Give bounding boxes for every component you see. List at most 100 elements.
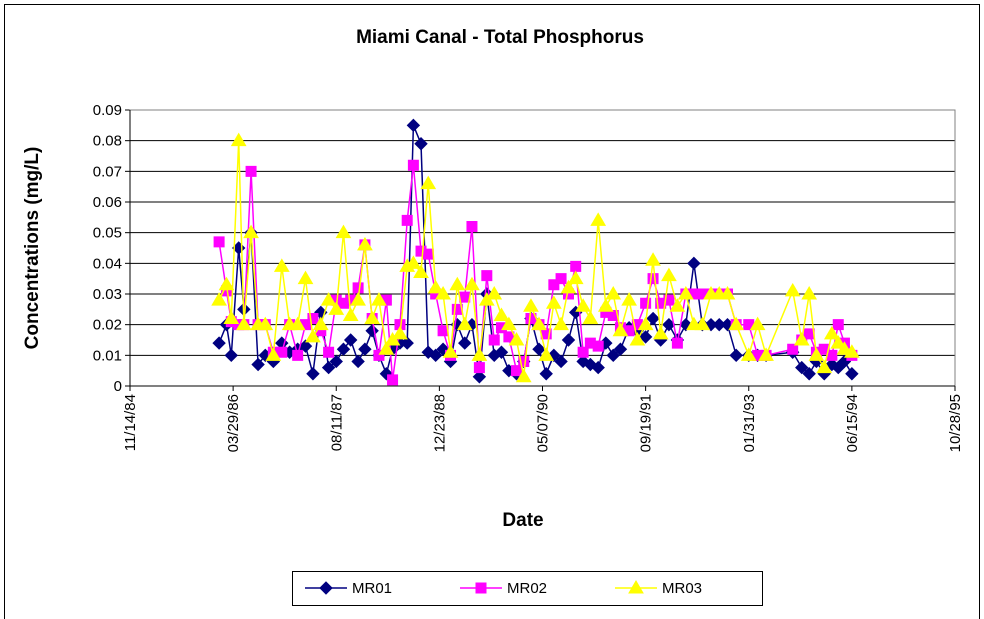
marker xyxy=(661,267,677,282)
marker xyxy=(273,258,290,272)
marker xyxy=(582,310,599,325)
y-tick-label: 0.07 xyxy=(93,163,122,180)
y-tick-label: 0.05 xyxy=(93,225,122,242)
marker xyxy=(414,137,428,151)
marker xyxy=(427,279,444,294)
marker xyxy=(590,212,607,226)
marker xyxy=(486,286,503,300)
marker xyxy=(577,346,589,358)
marker xyxy=(605,286,622,300)
marker xyxy=(428,348,443,363)
marker xyxy=(442,344,459,358)
marker xyxy=(413,264,429,279)
marker xyxy=(637,316,654,331)
x-tick-label: 05/07/90 xyxy=(535,394,552,452)
marker xyxy=(213,236,225,248)
marker xyxy=(352,282,364,294)
marker xyxy=(458,336,472,350)
marker xyxy=(816,359,833,374)
marker xyxy=(422,248,434,260)
marker xyxy=(400,336,414,350)
marker xyxy=(592,340,604,352)
x-tick-label: 08/11/87 xyxy=(328,394,345,451)
marker xyxy=(647,273,659,285)
marker xyxy=(646,311,660,326)
marker xyxy=(511,365,523,377)
marker xyxy=(784,282,801,297)
marker xyxy=(218,276,235,291)
y-tick-label: 0.09 xyxy=(93,102,122,119)
marker xyxy=(523,298,539,312)
y-axis-label: Concentrations (mg/L) xyxy=(22,147,43,350)
x-tick-label: 12/23/88 xyxy=(431,394,448,452)
y-tick-label: 0.06 xyxy=(93,194,122,211)
x-tick-label: 06/15/94 xyxy=(844,394,861,452)
marker xyxy=(371,292,387,306)
marker xyxy=(740,347,757,361)
marker xyxy=(473,362,485,374)
legend-box xyxy=(292,571,763,606)
marker xyxy=(321,360,336,375)
marker xyxy=(323,346,335,358)
marker xyxy=(481,270,493,282)
marker xyxy=(312,316,329,331)
marker xyxy=(407,159,419,171)
marker xyxy=(508,332,525,346)
x-tick-label: 01/31/93 xyxy=(741,394,758,452)
marker xyxy=(539,367,553,381)
marker xyxy=(449,276,466,291)
marker xyxy=(472,370,487,384)
marker xyxy=(845,367,859,381)
y-tick-label: 0 xyxy=(114,378,122,395)
marker xyxy=(343,333,358,347)
marker xyxy=(319,581,333,595)
marker xyxy=(328,301,345,315)
marker xyxy=(265,347,282,361)
x-tick-label: 03/29/86 xyxy=(225,394,242,452)
marker xyxy=(652,325,669,340)
marker xyxy=(567,270,584,285)
marker xyxy=(494,345,509,359)
marker xyxy=(257,316,274,331)
marker xyxy=(801,286,818,300)
marker xyxy=(728,316,745,331)
marker xyxy=(597,298,614,312)
marker xyxy=(420,175,437,190)
y-tick-label: 0.01 xyxy=(93,347,122,364)
marker xyxy=(364,310,381,325)
marker xyxy=(245,165,257,177)
marker xyxy=(832,319,844,331)
marker xyxy=(392,325,408,340)
marker xyxy=(488,334,500,346)
marker xyxy=(320,292,337,306)
legend-label: MR03 xyxy=(662,580,702,597)
marker xyxy=(289,316,306,331)
marker xyxy=(224,348,238,363)
marker xyxy=(591,360,605,375)
marker xyxy=(501,316,517,331)
marker xyxy=(677,286,694,300)
marker xyxy=(211,292,227,306)
marker xyxy=(335,224,352,239)
marker xyxy=(823,325,840,340)
legend-label: MR01 xyxy=(352,580,392,597)
marker xyxy=(305,328,321,343)
marker xyxy=(749,316,766,331)
chart-title: Miami Canal - Total Phosphorus xyxy=(356,27,644,48)
marker xyxy=(758,347,774,361)
marker xyxy=(719,286,736,300)
marker xyxy=(671,337,683,349)
marker xyxy=(612,322,629,337)
marker xyxy=(466,221,478,233)
marker xyxy=(694,316,711,331)
marker xyxy=(575,298,592,312)
marker xyxy=(342,307,359,321)
marker xyxy=(787,343,799,355)
y-tick-label: 0.02 xyxy=(93,317,122,334)
marker xyxy=(645,252,661,266)
x-tick-label: 09/19/91 xyxy=(638,394,655,452)
marker xyxy=(515,368,532,383)
marker xyxy=(570,260,582,272)
marker xyxy=(613,342,628,356)
